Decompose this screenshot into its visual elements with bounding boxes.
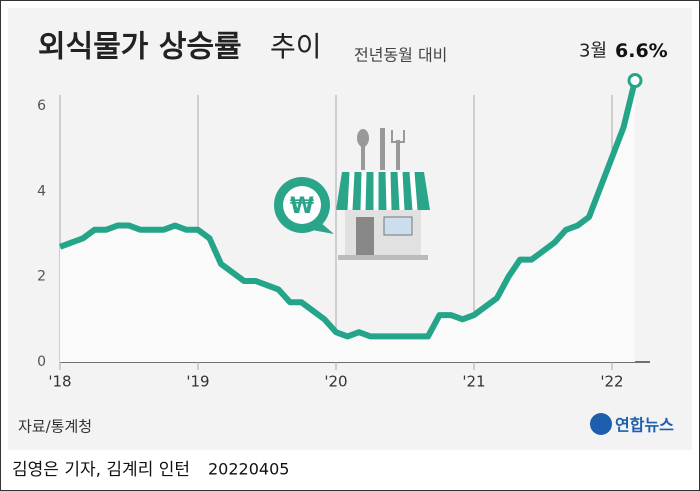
line bbox=[58, 79, 638, 340]
chart-title: 외식물가 상승률 bbox=[38, 30, 242, 65]
y-tick-label: 6 bbox=[37, 98, 46, 114]
svg-text:₩: ₩ bbox=[290, 194, 314, 219]
x-tick-label: '21 bbox=[462, 373, 485, 391]
x-tick-label: '20 bbox=[324, 373, 347, 391]
store-icon: ₩ bbox=[274, 128, 430, 260]
x-tick-label: '22 bbox=[600, 373, 623, 391]
title-suffix: 추이 bbox=[270, 30, 322, 63]
y-tick-label: 2 bbox=[37, 269, 46, 285]
byline: 김영은 기자, 김계리 인턴 bbox=[12, 460, 190, 480]
logo-icon bbox=[590, 413, 612, 435]
logo: 연합뉴스 bbox=[615, 416, 674, 435]
y-tick-label: 4 bbox=[37, 183, 46, 199]
y-tick-label: 0 bbox=[37, 354, 46, 370]
subtitle: 전년동월 대비 bbox=[354, 46, 447, 65]
source: 자료/통계청 bbox=[18, 418, 92, 436]
date: 20220405 bbox=[208, 460, 289, 479]
area bbox=[60, 80, 635, 362]
x-tick-label: '19 bbox=[186, 373, 209, 391]
x-tick-label: '18 bbox=[48, 373, 71, 391]
value-label: 6.6% bbox=[615, 40, 668, 62]
end-point bbox=[627, 73, 643, 89]
annotation: 3월 bbox=[579, 41, 607, 62]
